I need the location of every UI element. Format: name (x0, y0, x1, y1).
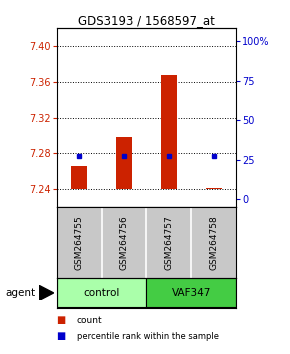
Bar (161, 75, 177, 189)
Bar (206, 188, 222, 189)
Bar (116, 137, 132, 189)
Bar (57, 279, 146, 307)
Text: percentile rank within the sample: percentile rank within the sample (77, 332, 219, 341)
Text: agent: agent (6, 288, 36, 298)
Text: GSM264755: GSM264755 (75, 215, 84, 270)
Bar (146, 279, 236, 307)
Text: GSM264757: GSM264757 (164, 215, 173, 270)
Text: VAF347: VAF347 (172, 288, 211, 298)
Title: GDS3193 / 1568597_at: GDS3193 / 1568597_at (78, 14, 215, 27)
Text: control: control (83, 288, 120, 298)
Polygon shape (39, 285, 54, 301)
Bar (71, 166, 87, 189)
Text: ■: ■ (57, 331, 66, 341)
Text: GSM264756: GSM264756 (119, 215, 128, 270)
Text: ■: ■ (57, 315, 66, 325)
Text: GSM264758: GSM264758 (209, 215, 218, 270)
Text: count: count (77, 316, 102, 325)
